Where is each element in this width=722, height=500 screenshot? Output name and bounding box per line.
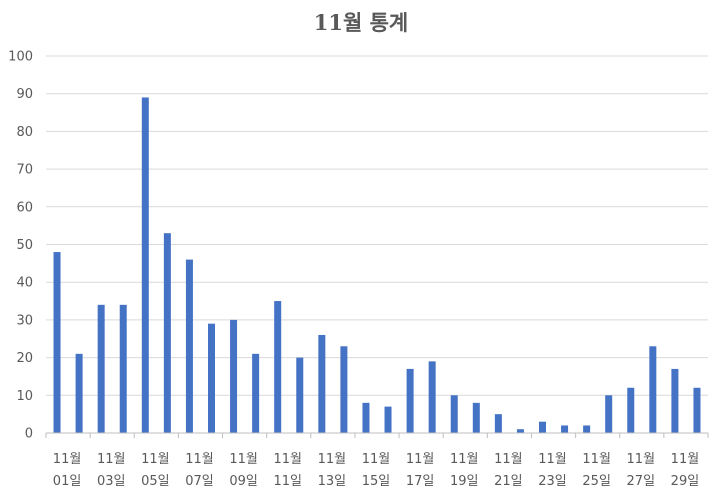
bar [605,395,613,433]
x-tick-label-day: 01일 [53,474,82,489]
gridlines [46,55,708,396]
bar [230,319,238,433]
x-tick-label-day: 29일 [671,474,700,489]
x-tick-label-day: 05일 [141,474,170,489]
bar [671,368,679,433]
x-tick-label-month: 11월 [494,452,523,467]
bar [252,353,260,433]
x-tick-label-month: 11월 [97,452,126,467]
y-tick-label: 10 [16,389,33,404]
x-tick-label-month: 11월 [53,452,82,467]
x-tick-label-month: 11월 [582,452,611,467]
x-axis [45,432,709,438]
bar [583,425,591,433]
x-tick-label-day: 17일 [406,474,435,489]
bar [406,368,414,433]
bar [384,406,392,433]
x-tick-label-month: 11월 [406,452,435,467]
bar [185,259,193,433]
x-tick-label-day: 03일 [97,474,126,489]
y-tick-label: 0 [25,427,33,442]
x-axis-tick-labels: 11월 01일 11월 03일 11월 05일 11월 07일 11월 09일 11월 11일 11월 1… [53,452,699,489]
x-tick-label-day: 13일 [318,474,347,489]
bar [494,414,502,433]
y-tick-label: 50 [16,238,33,253]
bar [450,395,458,433]
bar [516,429,524,433]
bar [649,346,657,433]
x-tick-label-day: 11일 [273,474,302,489]
chart-title: 11월 통계 [314,10,409,35]
x-tick-label-day: 25일 [582,474,611,489]
bar [340,346,348,433]
bar [296,357,304,433]
x-tick-label-month: 11월 [450,452,479,467]
y-axis-tick-labels: 0 10 20 30 40 50 60 70 80 90 100 [8,50,33,442]
bar [119,304,127,433]
x-tick-label-day: 07일 [185,474,214,489]
x-tick-label-month: 11월 [627,452,656,467]
x-tick-label-day: 21일 [494,474,523,489]
y-tick-label: 70 [16,163,33,178]
x-tick-label-day: 15일 [362,474,391,489]
y-tick-label: 90 [16,87,33,102]
x-tick-label-day: 23일 [538,474,567,489]
y-tick-label: 60 [16,200,33,215]
bars [53,97,701,433]
x-tick-label-day: 19일 [450,474,479,489]
x-tick-label-month: 11월 [273,452,302,467]
bar [208,323,215,433]
bar [75,353,83,433]
bar [97,304,105,433]
bar [141,97,149,433]
x-tick-label-month: 11월 [362,452,391,467]
y-tick-label: 80 [16,125,33,140]
bar [539,421,546,433]
x-tick-label-month: 11월 [141,452,170,467]
x-tick-label-day: 09일 [229,474,258,489]
bar [362,402,370,433]
x-tick-label-month: 11월 [671,452,700,467]
bar [163,233,171,433]
y-tick-label: 30 [16,313,33,328]
y-tick-label: 20 [16,351,33,366]
bar [53,252,61,433]
bar [627,387,635,433]
bar [693,387,701,433]
x-tick-label-month: 11월 [318,452,347,467]
bar [274,301,282,433]
bar [472,402,480,433]
x-tick-label-month: 11월 [229,452,258,467]
y-tick-label: 100 [8,50,33,65]
y-tick-label: 40 [16,276,33,291]
bar [561,425,569,433]
bar [428,361,436,433]
bar [318,334,326,433]
x-tick-label-month: 11월 [185,452,214,467]
x-tick-label-day: 27일 [627,474,656,489]
x-tick-label-month: 11월 [538,452,567,467]
